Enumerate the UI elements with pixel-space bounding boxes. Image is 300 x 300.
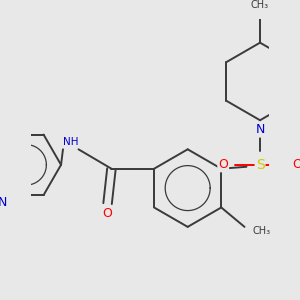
- Text: O: O: [218, 158, 228, 171]
- Text: CH₃: CH₃: [251, 0, 269, 10]
- Text: O: O: [292, 158, 300, 171]
- Text: S: S: [256, 158, 264, 172]
- Text: NH: NH: [63, 136, 79, 147]
- Text: CH₃: CH₃: [252, 226, 270, 236]
- Text: N: N: [0, 196, 8, 209]
- Text: O: O: [103, 207, 112, 220]
- Text: N: N: [255, 123, 265, 136]
